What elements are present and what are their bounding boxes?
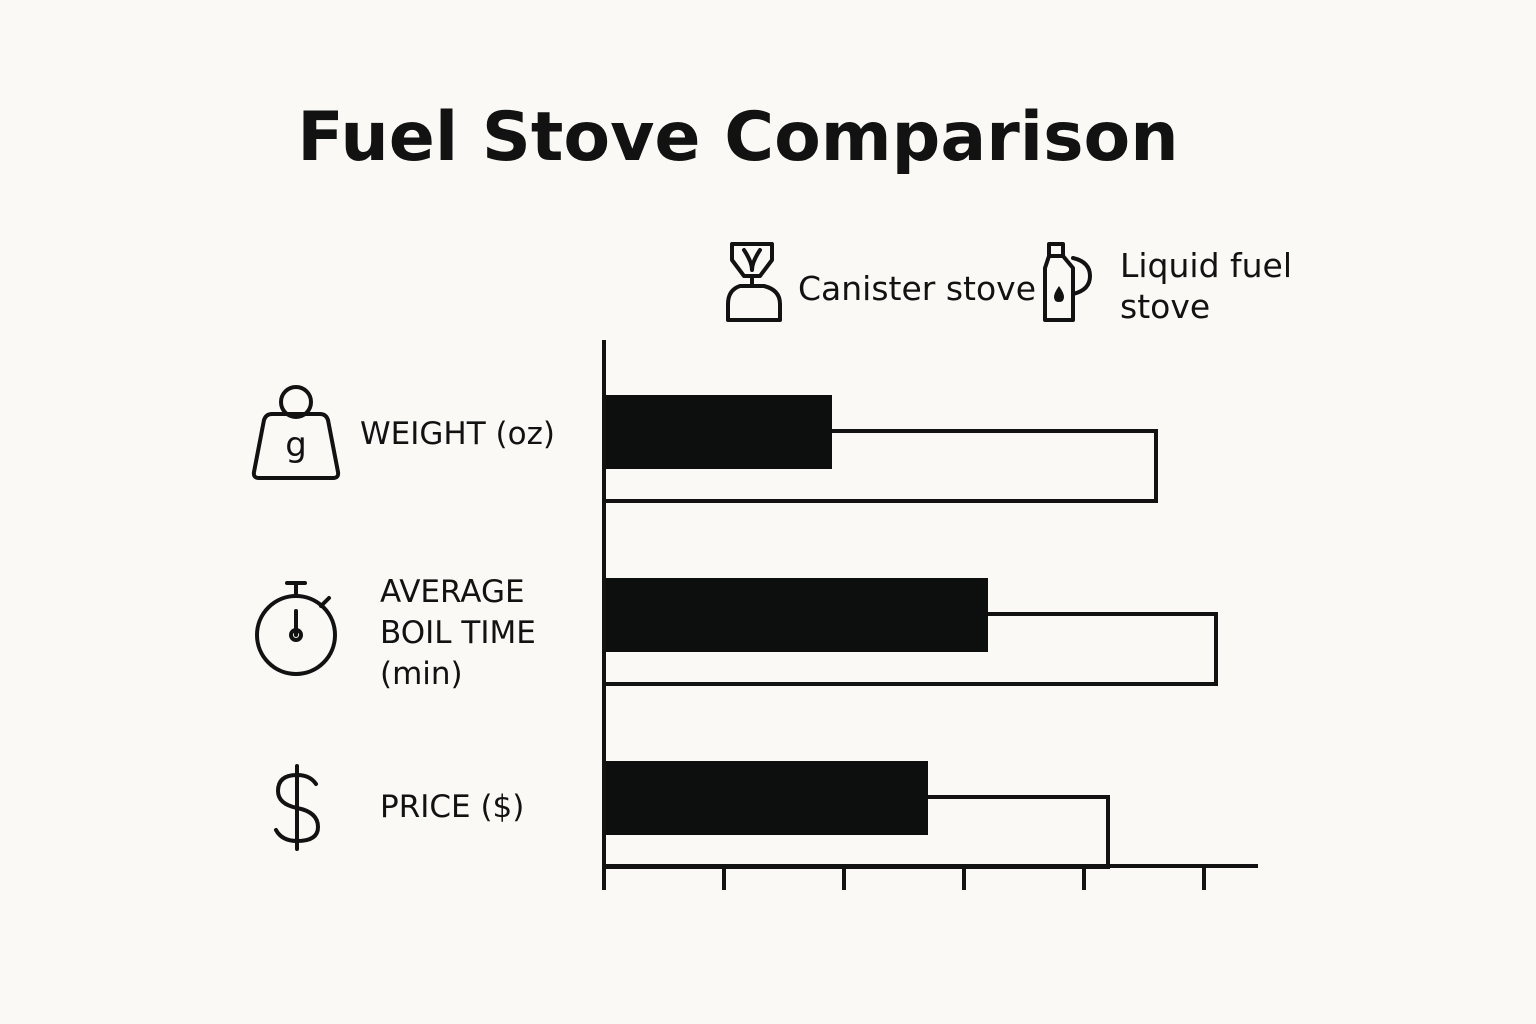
category-icons: g — [251, 385, 341, 851]
category-label: PRICE ($) — [380, 789, 524, 825]
category-label: AVERAGE BOIL TIME (min) — [380, 574, 536, 692]
category-labels: WEIGHT (oz) AVERAGE BOIL TIME (min) PRICE ($… — [360, 416, 555, 825]
dollar-icon — [274, 764, 320, 851]
bar-canister-stove — [604, 761, 928, 835]
canister-stove-icon — [726, 242, 782, 322]
chart-title: Fuel Stove Comparison — [297, 98, 1178, 177]
bar-canister-stove — [604, 578, 988, 652]
category-label: WEIGHT (oz) — [360, 416, 555, 452]
fuel-bottle-icon — [1043, 242, 1092, 322]
legend: Canister stove Liquid fuel stove — [726, 242, 1292, 326]
bar-canister-stove — [604, 395, 832, 469]
bars — [602, 395, 1218, 869]
legend-label-liquid-fuel-stove: Liquid fuel stove — [1120, 246, 1292, 326]
axes — [602, 340, 1258, 890]
legend-label-canister-stove: Canister stove — [798, 269, 1036, 308]
weight-icon: g — [251, 385, 341, 480]
stopwatch-icon — [255, 581, 337, 676]
svg-text:g: g — [285, 425, 307, 465]
